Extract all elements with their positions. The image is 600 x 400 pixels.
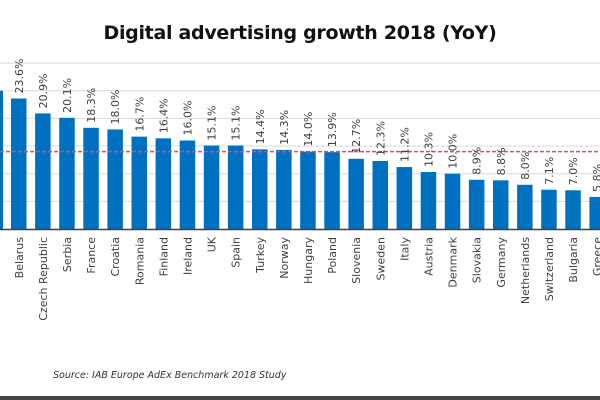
- bar-ireland: [179, 140, 196, 229]
- bars: [0, 90, 600, 229]
- value-label: 16.4%: [157, 98, 170, 133]
- category-label: Spain: [230, 237, 243, 268]
- value-label: 8.0%: [519, 152, 532, 180]
- category-label: Czech Republic: [37, 237, 50, 321]
- bar-partial: [0, 90, 3, 229]
- bar-poland: [324, 152, 340, 229]
- category-label: Slovenia: [350, 237, 363, 284]
- value-label: 15.1%: [206, 106, 219, 141]
- source-note: Source: IAB Europe AdEx Benchmark 2018 S…: [53, 370, 287, 381]
- value-label: 12.3%: [374, 121, 387, 156]
- category-label: Romania: [133, 237, 146, 285]
- value-label: 14.0%: [302, 112, 315, 147]
- value-label: 20.9%: [37, 73, 50, 108]
- category-label: Switzerland: [543, 237, 556, 301]
- bar-uk: [203, 145, 220, 229]
- category-label: Bulgaria: [567, 237, 580, 283]
- category-label: Netherlands: [519, 237, 532, 304]
- category-label: Slovakia: [471, 237, 484, 283]
- bar-bulgaria: [565, 190, 581, 229]
- bar-norway: [276, 149, 292, 229]
- bar-sweden: [372, 160, 388, 229]
- bar-slovenia: [348, 158, 364, 229]
- bar-greece: [589, 196, 600, 229]
- value-label: 16.0%: [181, 101, 194, 136]
- bar-denmark: [444, 173, 461, 229]
- category-label: Ireland: [181, 237, 194, 275]
- category-label: Belarus: [13, 237, 26, 279]
- bottom-border: [0, 396, 600, 400]
- bar-italy: [396, 167, 413, 229]
- bar-romania: [131, 136, 147, 229]
- category-label: Finland: [157, 237, 170, 276]
- value-label: 10.3%: [422, 132, 435, 167]
- category-label: Germany: [495, 237, 508, 288]
- category-label: Italy: [398, 237, 411, 261]
- bar-spain: [227, 145, 244, 229]
- category-label: Serbia: [61, 237, 74, 272]
- category-label: Denmark: [447, 236, 460, 287]
- category-label: Turkey: [254, 237, 267, 274]
- value-label: 8.8%: [495, 147, 508, 175]
- value-label: 12.7%: [350, 119, 363, 154]
- category-label: UK: [206, 236, 219, 252]
- value-label: 18.3%: [85, 88, 98, 123]
- value-label: 7.1%: [543, 157, 556, 185]
- value-label: 18.0%: [109, 90, 122, 125]
- bar-turkey: [252, 149, 268, 229]
- category-label: Sweden: [374, 237, 387, 280]
- bar-switzerland: [541, 189, 557, 229]
- category-label: Norway: [278, 237, 291, 279]
- bar-finland: [155, 138, 172, 229]
- value-label: 7.0%: [567, 157, 580, 185]
- bar-austria: [420, 172, 437, 229]
- bar-germany: [493, 180, 509, 229]
- value-label: 5.8%: [591, 164, 600, 192]
- category-label: Poland: [326, 237, 339, 274]
- value-label: 15.1%: [230, 106, 243, 141]
- category-labels: Belarus Czech Republic Serbia France Croatia…: [13, 236, 600, 321]
- bar-croatia: [107, 129, 123, 229]
- chart-title: Digital advertising growth 2018 (YoY): [103, 22, 497, 44]
- value-label: 14.4%: [254, 109, 267, 144]
- value-label: 14.3%: [278, 110, 291, 145]
- category-label: Croatia: [109, 237, 122, 277]
- value-label: 23.6%: [13, 59, 26, 94]
- bar-czech-republic: [35, 113, 51, 229]
- bar-belarus: [11, 98, 27, 229]
- value-labels: 23.6% 20.9% 20.1% 18.3% 18.0% 16.7% 16.4% 16.0%…: [13, 59, 600, 192]
- value-label: 16.7%: [133, 97, 146, 132]
- value-label: 13.9%: [326, 112, 339, 147]
- value-label: 20.1%: [61, 78, 74, 113]
- bar-hungary: [300, 151, 316, 229]
- value-label: 8.9%: [471, 147, 484, 175]
- category-label: Austria: [422, 237, 435, 276]
- category-label: Greece: [591, 237, 600, 276]
- value-label: 11.2%: [398, 127, 411, 162]
- bar-france: [83, 127, 99, 229]
- bar-serbia: [59, 117, 75, 229]
- category-label: Hungary: [302, 237, 315, 284]
- bar-netherlands: [517, 184, 533, 229]
- category-label: France: [85, 237, 98, 274]
- value-label: 10.0%: [447, 134, 460, 169]
- bar-slovakia: [468, 179, 485, 229]
